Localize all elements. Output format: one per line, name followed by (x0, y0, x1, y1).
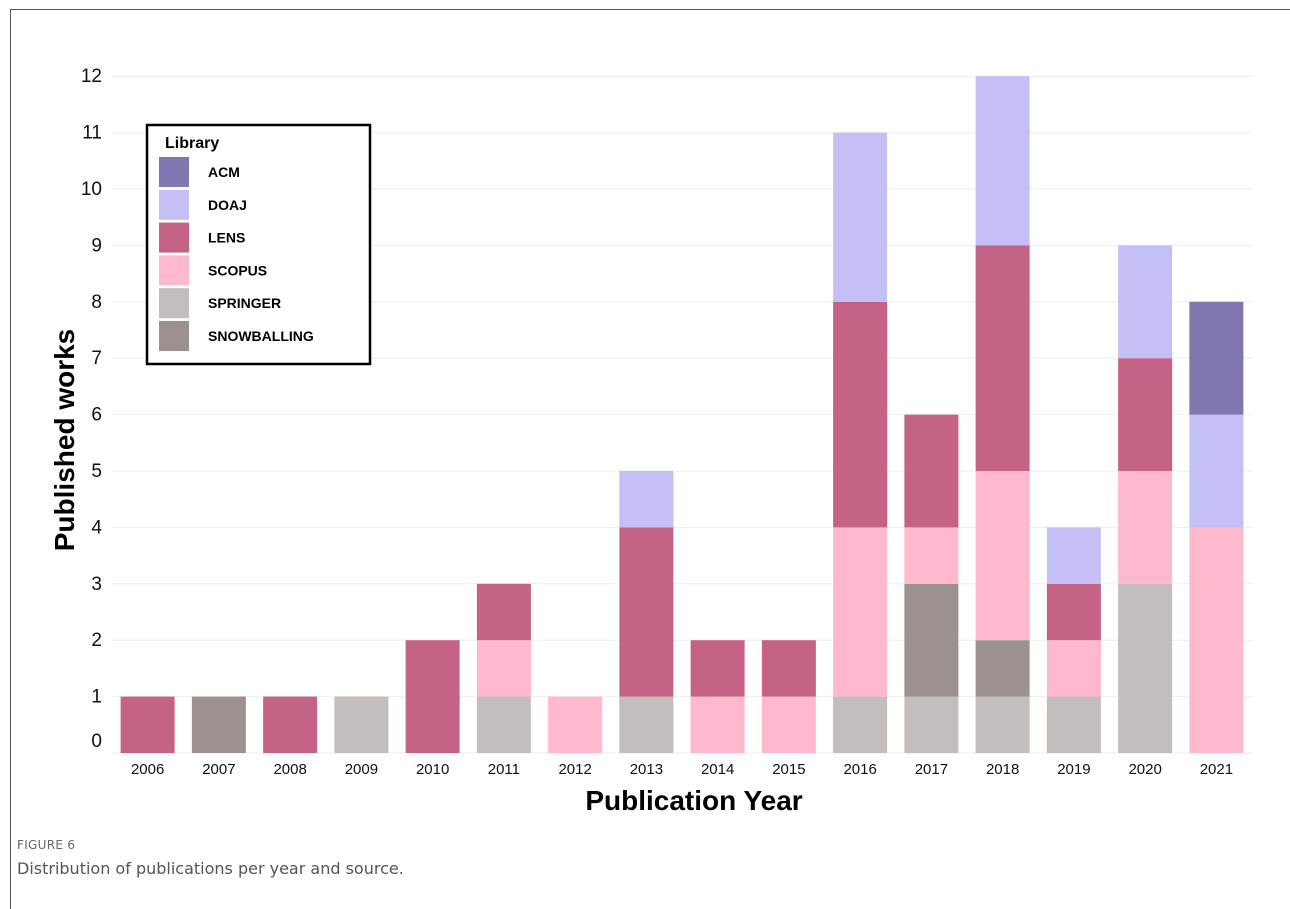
x-tick-label: 2012 (558, 761, 591, 778)
bar-segment-scopus-2021 (1189, 527, 1244, 753)
bar-segment-doaj-2020 (1118, 245, 1173, 359)
bar-segment-scopus-2018 (975, 471, 1030, 641)
legend-swatch-snowballing (159, 321, 189, 351)
x-tick-labels: 2006 2007 2008 2009 2010 2011 2012 2013 2014 2015… (131, 761, 1233, 778)
bar-segment-springer-2019 (1046, 696, 1101, 753)
x-tick-label: 2018 (986, 761, 1019, 778)
bar-segment-snowballing-2017 (904, 583, 959, 697)
bars (120, 76, 1244, 753)
y-tick-label: 8 (91, 292, 102, 313)
bar-segment-lens-2010 (405, 640, 460, 753)
bar-segment-lens-2016 (833, 301, 888, 528)
bar-segment-lens-2015 (761, 640, 816, 697)
legend-swatch-scopus (159, 255, 189, 286)
x-axis-label: Publication Year (585, 785, 802, 816)
bar-segment-doaj-2021 (1189, 414, 1244, 528)
bar-segment-springer-2011 (476, 696, 531, 753)
bar-segment-lens-2011 (476, 583, 531, 641)
bar-segment-doaj-2013 (619, 471, 674, 528)
y-tick-label: 9 (91, 235, 102, 256)
legend-swatch-acm (159, 157, 189, 187)
bar-segment-scopus-2016 (833, 527, 888, 697)
bar-segment-snowballing-2018 (975, 640, 1030, 697)
bar-segment-springer-2018 (975, 696, 1030, 753)
bar-segment-scopus-2012 (548, 696, 603, 753)
bar-segment-scopus-2019 (1046, 640, 1101, 697)
y-tick-label: 5 (91, 461, 102, 482)
bar-segment-springer-2013 (619, 696, 674, 753)
x-tick-label: 2011 (488, 761, 520, 778)
bar-segment-scopus-2017 (904, 527, 959, 584)
legend-title: Library (165, 135, 219, 152)
legend-label-springer: SPRINGER (208, 295, 281, 311)
x-tick-label: 2010 (416, 761, 449, 778)
y-tick-label: 1 (91, 687, 102, 708)
x-tick-label: 2016 (843, 761, 876, 778)
bar-segment-lens-2018 (975, 245, 1030, 471)
legend-label-scopus: SCOPUS (208, 262, 267, 278)
legend-swatch-springer (159, 288, 189, 319)
y-tick-label: 4 (91, 517, 102, 538)
y-tick-label: 3 (91, 574, 102, 595)
x-tick-label: 2008 (273, 761, 306, 778)
bar-segment-lens-2019 (1046, 583, 1101, 641)
bar-segment-lens-2017 (904, 414, 959, 528)
y-axis-label: Published works (49, 329, 80, 552)
y-tick-label: 12 (81, 66, 102, 87)
x-tick-label: 2006 (131, 761, 164, 778)
figure-frame (10, 9, 1290, 909)
bar-segment-scopus-2011 (476, 640, 531, 697)
bar-segment-scopus-2020 (1118, 471, 1173, 584)
bar-segment-lens-2014 (690, 640, 745, 697)
x-tick-label: 2015 (772, 761, 805, 778)
y-tick-label: 10 (81, 179, 102, 200)
bar-segment-snowballing-2007 (191, 696, 246, 753)
bar-segment-doaj-2018 (975, 76, 1030, 246)
figure-label: FIGURE 6 (17, 838, 76, 852)
bar-segment-scopus-2014 (690, 696, 745, 753)
bar-segment-springer-2009 (334, 696, 389, 753)
bar-segment-springer-2017 (904, 696, 959, 753)
figure-caption: Distribution of publications per year an… (17, 859, 404, 878)
x-tick-label: 2013 (630, 761, 663, 778)
y-tick-label: 11 (82, 123, 102, 144)
x-tick-label: 2019 (1057, 761, 1090, 778)
bar-segment-scopus-2015 (761, 696, 816, 753)
legend-items: ACM DOAJ LENS SCOPUS SPRINGER SNOWBALLING (159, 157, 314, 351)
bar-segment-doaj-2016 (833, 132, 888, 302)
y-tick-label: 0 (91, 731, 102, 752)
legend-label-lens: LENS (208, 230, 245, 246)
y-tick-label: 7 (91, 348, 102, 369)
legend-swatch-doaj (159, 189, 189, 220)
x-tick-label: 2021 (1200, 761, 1233, 778)
x-tick-label: 2014 (701, 761, 734, 778)
x-tick-label: 2007 (202, 761, 235, 778)
bar-segment-lens-2006 (120, 696, 175, 753)
y-tick-label: 2 (91, 630, 102, 651)
bar-segment-doaj-2019 (1046, 527, 1101, 584)
y-tick-label: 6 (91, 405, 102, 426)
legend-label-acm: ACM (208, 164, 240, 180)
bar-segment-lens-2020 (1118, 358, 1173, 471)
legend-swatch-lens (159, 222, 189, 253)
bar-segment-lens-2013 (619, 527, 674, 697)
legend-label-snowballing: SNOWBALLING (208, 328, 314, 344)
legend: Library ACM DOAJ LENS SCOPUS SPRINGER SNOWBAL… (145, 123, 372, 366)
bar-segment-lens-2008 (263, 696, 318, 753)
bar-segment-acm-2021 (1189, 301, 1244, 415)
bar-segment-springer-2016 (833, 696, 888, 753)
x-tick-label: 2017 (915, 761, 948, 778)
legend-label-doaj: DOAJ (208, 197, 247, 213)
x-tick-label: 2009 (345, 761, 378, 778)
bar-segment-springer-2020 (1118, 583, 1173, 753)
x-tick-label: 2020 (1128, 761, 1161, 778)
